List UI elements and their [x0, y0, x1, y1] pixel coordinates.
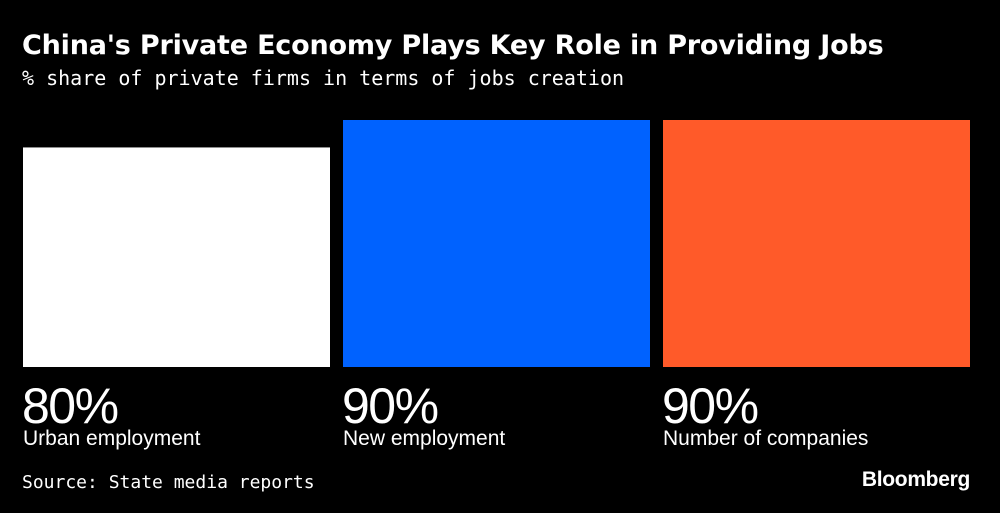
- source-note: Source: State media reports: [22, 472, 315, 493]
- category-label-number-of-companies: Number of companies: [663, 427, 868, 450]
- category-label-urban-employment: Urban employment: [23, 427, 201, 450]
- chart-title: China's Private Economy Plays Key Role i…: [22, 30, 884, 61]
- value-label-urban-employment: 80%: [22, 378, 118, 434]
- category-label-new-employment: New employment: [343, 427, 505, 450]
- bloomberg-logo: Bloomberg: [861, 468, 970, 491]
- bar-new-employment: [343, 120, 650, 367]
- value-label-number-of-companies: 90%: [662, 378, 758, 434]
- chart-subtitle: % share of private firms in terms of job…: [22, 66, 625, 90]
- value-label-new-employment: 90%: [342, 378, 438, 434]
- bar-urban-employment: [23, 147, 330, 367]
- bar-number-of-companies: [663, 120, 970, 367]
